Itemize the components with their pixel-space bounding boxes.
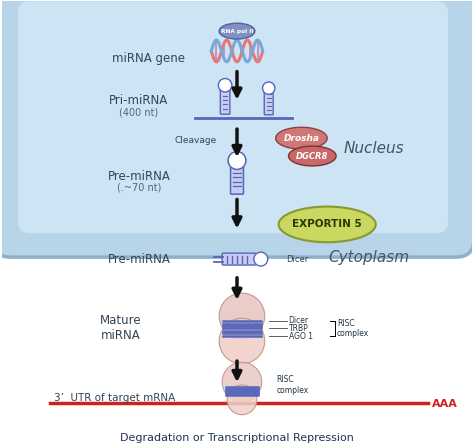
Text: Cytoplasm: Cytoplasm: [328, 250, 410, 265]
Circle shape: [219, 293, 265, 339]
Circle shape: [228, 152, 246, 170]
Text: Drosha: Drosha: [283, 134, 319, 143]
Text: Nucleus: Nucleus: [344, 141, 404, 156]
Ellipse shape: [276, 127, 327, 149]
Text: RNA pol II: RNA pol II: [221, 28, 253, 34]
Ellipse shape: [279, 206, 376, 242]
FancyBboxPatch shape: [264, 89, 273, 115]
Text: Cleavage: Cleavage: [174, 136, 217, 145]
Ellipse shape: [289, 146, 336, 166]
Circle shape: [219, 318, 265, 364]
Text: Degradation or Transcriptional Repression: Degradation or Transcriptional Repressio…: [120, 433, 354, 442]
Circle shape: [254, 252, 268, 266]
Text: miRNA gene: miRNA gene: [112, 53, 185, 65]
Text: DGCR8: DGCR8: [296, 151, 328, 161]
Text: Dicer: Dicer: [287, 255, 309, 263]
Circle shape: [263, 82, 275, 94]
FancyBboxPatch shape: [18, 1, 448, 233]
Text: Pre-miRNA: Pre-miRNA: [108, 253, 170, 266]
Text: AGO 1: AGO 1: [289, 332, 312, 341]
Text: (400 nt): (400 nt): [119, 107, 158, 117]
Circle shape: [227, 385, 257, 415]
Text: Mature
miRNA: Mature miRNA: [100, 315, 142, 343]
Text: Dicer: Dicer: [289, 316, 309, 325]
Text: Pre-miRNA: Pre-miRNA: [108, 170, 170, 183]
Text: AAA: AAA: [432, 399, 458, 409]
Circle shape: [219, 78, 232, 92]
Text: RISC
complex: RISC complex: [337, 319, 369, 338]
Text: TRBP: TRBP: [289, 324, 308, 333]
Text: (.~70 nt): (.~70 nt): [117, 183, 161, 193]
FancyBboxPatch shape: [220, 87, 230, 114]
Text: EXPORTIN 5: EXPORTIN 5: [292, 219, 362, 230]
Ellipse shape: [219, 23, 255, 39]
FancyBboxPatch shape: [0, 0, 474, 257]
FancyBboxPatch shape: [230, 165, 244, 194]
Circle shape: [222, 362, 262, 402]
Text: RISC
complex: RISC complex: [277, 375, 309, 395]
Text: 3’  UTR of target mRNA: 3’ UTR of target mRNA: [54, 393, 175, 403]
FancyBboxPatch shape: [222, 253, 256, 265]
Text: Pri-miRNA: Pri-miRNA: [109, 94, 168, 107]
